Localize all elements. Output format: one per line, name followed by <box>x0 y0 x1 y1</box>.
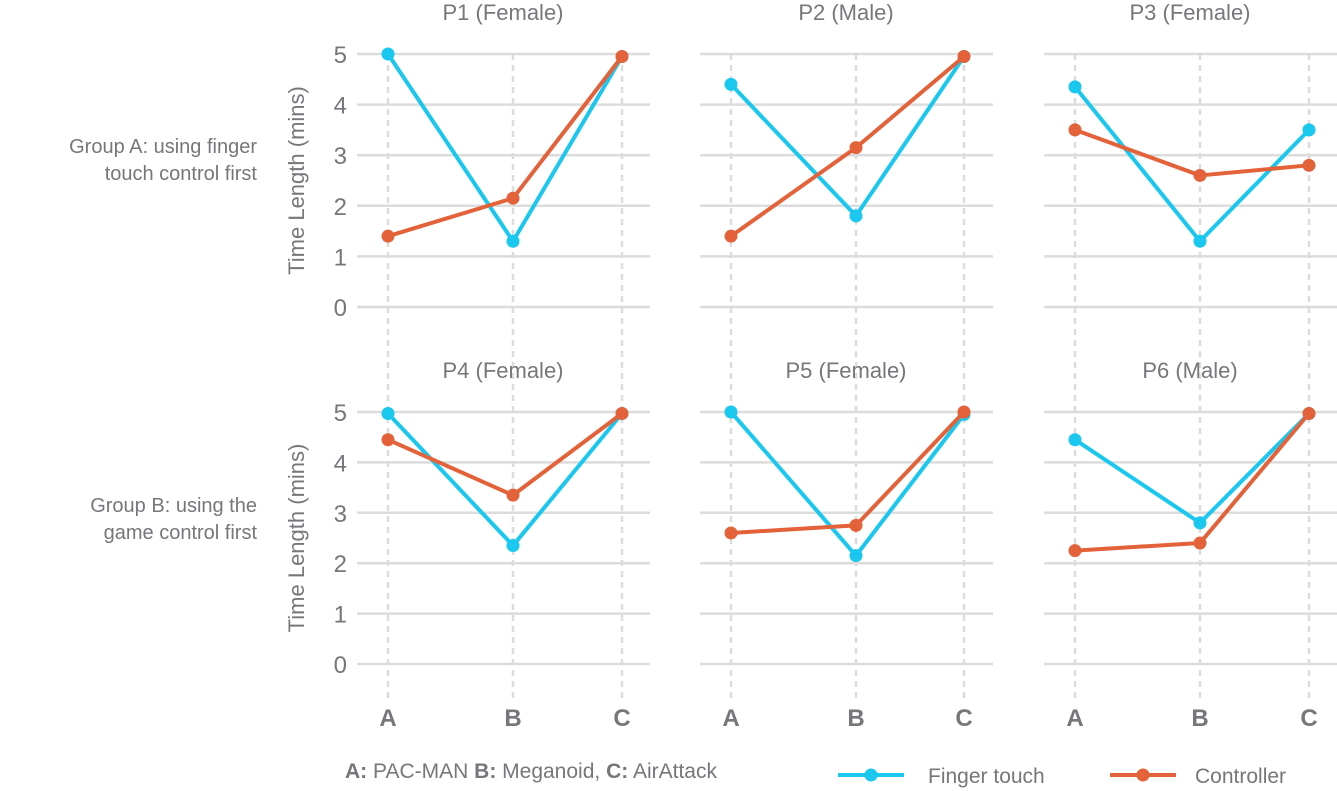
data-point-marker <box>615 407 629 421</box>
data-point-marker <box>849 209 863 223</box>
y-tick-label: 2 <box>334 194 347 221</box>
data-point-marker <box>1068 544 1082 558</box>
group-b-label: Group B: using the game control first <box>90 493 257 547</box>
series-line <box>386 412 624 548</box>
legend-swatch-marker <box>1136 768 1150 782</box>
series-line <box>387 55 624 239</box>
x-category-label: A <box>722 705 739 732</box>
legend-swatch-marker <box>864 768 878 782</box>
x-category-label: B <box>847 705 864 732</box>
legend-text-c: AirAttack <box>632 760 717 783</box>
data-point-marker <box>724 229 738 243</box>
data-point-marker <box>506 488 520 502</box>
y-tick-label: 5 <box>334 400 347 427</box>
data-point-marker <box>1068 80 1082 94</box>
x-category-label: B <box>504 705 521 732</box>
group-a-label-line2: touch control first <box>104 163 257 185</box>
y-tick-label: 4 <box>334 93 347 120</box>
series-line <box>1074 412 1311 553</box>
legend-series-label: Finger touch <box>928 765 1045 788</box>
series-line <box>729 55 966 218</box>
y-tick-label: 3 <box>334 143 347 170</box>
x-category-label: A <box>379 705 396 732</box>
y-tick-label: 4 <box>334 450 347 477</box>
series-line <box>1074 128 1310 178</box>
legend-text-a: PAC-MAN <box>373 760 469 783</box>
x-category-label: B <box>1191 705 1208 732</box>
category-legend: A: PAC-MAN B: Meganoid, C: AirAttack <box>345 760 717 783</box>
y-tick-label: 0 <box>334 652 347 679</box>
data-point-marker <box>1302 123 1316 137</box>
panel-title: P1 (Female) <box>442 0 563 25</box>
y-tick-label: 1 <box>334 244 347 271</box>
data-point-marker <box>381 47 395 61</box>
data-point-marker <box>724 405 738 419</box>
legend-key-b: B <box>474 760 490 783</box>
x-category-label: C <box>1300 705 1317 732</box>
data-point-marker <box>724 526 738 540</box>
series-line <box>386 52 624 244</box>
data-point-marker <box>849 549 863 563</box>
data-point-marker <box>1193 536 1207 550</box>
series-line <box>1073 85 1311 244</box>
y-tick-label: 1 <box>334 602 347 629</box>
x-category-label: A <box>1066 705 1083 732</box>
panel-title: P2 (Male) <box>798 0 893 25</box>
data-point-marker <box>506 539 520 553</box>
group-a-label-line1: Group A: using finger <box>69 136 257 158</box>
data-point-marker <box>615 50 629 64</box>
group-b-label-line1: Group B: using the <box>90 495 257 517</box>
data-point-marker <box>849 141 863 155</box>
y-axis-label: Time Length (mins) <box>284 86 309 275</box>
data-point-marker <box>381 433 395 447</box>
data-point-marker <box>1193 234 1207 248</box>
panel-title: P5 (Female) <box>785 358 906 383</box>
series-line <box>1073 412 1311 525</box>
group-a-label: Group A: using finger touch control firs… <box>69 134 257 188</box>
y-axis-label: Time Length (mins) <box>284 444 309 633</box>
y-tick-label: 5 <box>334 42 347 69</box>
data-point-marker <box>1068 433 1082 447</box>
legend-text-b: Meganoid, <box>502 760 601 783</box>
y-tick-label: 0 <box>334 295 347 322</box>
x-category-label: C <box>613 705 630 732</box>
legend-series-label: Controller <box>1195 765 1286 788</box>
data-point-marker <box>957 50 971 64</box>
series-line <box>729 410 966 558</box>
data-point-marker <box>381 229 395 243</box>
data-point-marker <box>506 191 520 205</box>
legend-key-a: A <box>345 760 361 783</box>
x-category-label: C <box>955 705 972 732</box>
data-point-marker <box>849 518 863 532</box>
data-point-marker <box>381 407 395 421</box>
data-point-marker <box>1193 516 1207 530</box>
group-b-label-line2: game control first <box>103 522 257 544</box>
data-point-marker <box>1193 168 1207 182</box>
panel-title: P6 (Male) <box>1142 358 1237 383</box>
data-point-marker <box>724 77 738 91</box>
data-point-marker <box>506 234 520 248</box>
legend-key-c: C <box>606 760 622 783</box>
panel-title: P3 (Female) <box>1129 0 1250 25</box>
data-point-marker <box>1302 158 1316 172</box>
data-point-marker <box>957 405 971 419</box>
y-tick-label: 2 <box>334 551 347 578</box>
data-point-marker <box>1302 407 1316 421</box>
series-line <box>730 410 966 535</box>
data-point-marker <box>1068 123 1082 137</box>
y-tick-label: 3 <box>334 501 347 528</box>
panel-title: P4 (Female) <box>442 358 563 383</box>
